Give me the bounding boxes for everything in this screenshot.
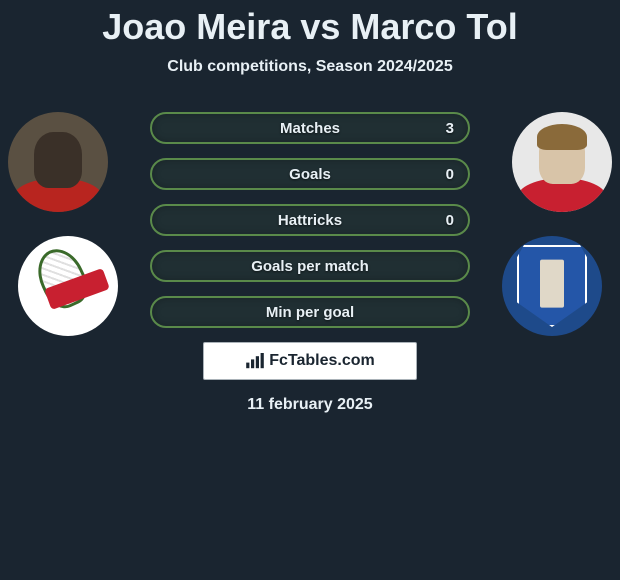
source-logo: FcTables.com xyxy=(203,342,417,380)
bar-chart-icon xyxy=(245,353,265,369)
comparison-date: 11 february 2025 xyxy=(0,396,620,414)
page-title: Joao Meira vs Marco Tol xyxy=(0,0,620,48)
stat-label: Min per goal xyxy=(266,304,354,321)
source-logo-text: FcTables.com xyxy=(269,352,375,370)
player-left-avatar xyxy=(8,112,108,212)
stat-row-goals-per-match: Goals per match xyxy=(150,250,470,282)
stat-label: Matches xyxy=(280,120,340,137)
player-right-avatar xyxy=(512,112,612,212)
club-left-badge xyxy=(18,236,118,336)
stat-label: Hattricks xyxy=(278,212,342,229)
stat-row-hattricks: Hattricks 0 xyxy=(150,204,470,236)
comparison-content: Matches 3 Goals 0 Hattricks 0 Goals per … xyxy=(0,112,620,414)
club-right-badge xyxy=(502,236,602,336)
stat-value-right: 0 xyxy=(446,166,454,183)
stat-label: Goals xyxy=(289,166,331,183)
stat-value-right: 0 xyxy=(446,212,454,229)
stat-row-goals: Goals 0 xyxy=(150,158,470,190)
stat-row-matches: Matches 3 xyxy=(150,112,470,144)
stat-label: Goals per match xyxy=(251,258,369,275)
stat-row-min-per-goal: Min per goal xyxy=(150,296,470,328)
stats-table: Matches 3 Goals 0 Hattricks 0 Goals per … xyxy=(150,112,470,328)
stat-value-right: 3 xyxy=(446,120,454,137)
page-subtitle: Club competitions, Season 2024/2025 xyxy=(0,58,620,76)
